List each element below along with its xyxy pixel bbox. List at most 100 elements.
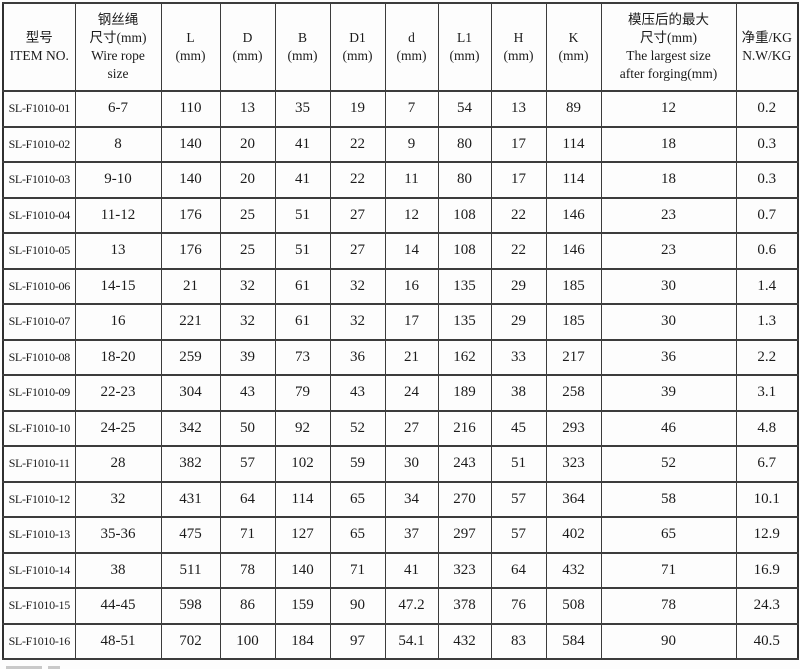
header-line: H: [513, 30, 524, 46]
cell-D: 50: [219, 409, 276, 447]
cell-forging: 46: [600, 409, 737, 447]
table-body: SL-F1010-01 6-7 110 13 35 19 7 54 13 89 12 0.2 SL-F1…: [2, 90, 799, 660]
spec-table: 型号 ITEM NO. 钢丝绳 尺寸(mm) Wire rope size L (mm) D (m…: [2, 2, 799, 660]
table-row: SL-F1010-10 24-25 342 50 92 52 27 216 45 293 46 4.8: [2, 409, 799, 447]
cell-wire_rope: 32: [74, 480, 162, 518]
cell-L: 475: [160, 516, 221, 554]
column-header-item_no: 型号 ITEM NO.: [2, 2, 76, 92]
table-row: SL-F1010-06 14-15 21 32 61 32 16 135 29 185 30 1.4: [2, 267, 799, 305]
cell-D1: 22: [329, 161, 386, 199]
cell-wire_rope: 22-23: [74, 374, 162, 412]
cell-wire_rope: 6-7: [74, 90, 162, 128]
cell-item_no: SL-F1010-13: [2, 516, 76, 554]
cell-K: 114: [545, 161, 602, 199]
cell-net_weight: 1.3: [735, 303, 799, 341]
cell-item_no: SL-F1010-07: [2, 303, 76, 341]
cell-forging: 65: [600, 516, 737, 554]
cell-D1: 36: [329, 338, 386, 376]
cell-wire_rope: 9-10: [74, 161, 162, 199]
cell-d: 54.1: [384, 622, 439, 660]
cell-B: 114: [274, 480, 331, 518]
cell-d: 24: [384, 374, 439, 412]
cell-D: 20: [219, 125, 276, 163]
cell-forging: 58: [600, 480, 737, 518]
table-row: SL-F1010-09 22-23 304 43 79 43 24 189 38 258 39 3.1: [2, 374, 799, 412]
cell-D1: 19: [329, 90, 386, 128]
cell-D1: 43: [329, 374, 386, 412]
cell-net_weight: 0.2: [735, 90, 799, 128]
header-line: ITEM NO.: [9, 48, 69, 63]
header-line: after forging(mm): [619, 65, 718, 81]
table-header-row: 型号 ITEM NO. 钢丝绳 尺寸(mm) Wire rope size L (mm) D (m…: [2, 2, 799, 92]
cell-K: 508: [545, 587, 602, 625]
cell-B: 102: [274, 445, 331, 483]
cell-B: 35: [274, 90, 331, 128]
cell-D1: 27: [329, 196, 386, 234]
cell-K: 89: [545, 90, 602, 128]
column-header-forging: 模压后的最大 尺寸(mm) The largest size after forgin…: [600, 2, 737, 92]
cell-item_no: SL-F1010-02: [2, 125, 76, 163]
cell-L: 259: [160, 338, 221, 376]
cell-net_weight: 40.5: [735, 622, 799, 660]
cell-wire_rope: 48-51: [74, 622, 162, 660]
cell-net_weight: 1.4: [735, 267, 799, 305]
table-row: SL-F1010-08 18-20 259 39 73 36 21 162 33 217 36 2.2: [2, 338, 799, 376]
cell-D: 57: [219, 445, 276, 483]
column-header-L1: L1 (mm): [437, 2, 492, 92]
header-line: L1: [457, 30, 472, 46]
cell-L: 598: [160, 587, 221, 625]
cell-B: 79: [274, 374, 331, 412]
cell-L: 21: [160, 267, 221, 305]
cell-net_weight: 0.7: [735, 196, 799, 234]
cell-L1: 162: [437, 338, 492, 376]
cell-L: 511: [160, 551, 221, 589]
cell-L1: 80: [437, 125, 492, 163]
column-header-d: d (mm): [384, 2, 439, 92]
cell-net_weight: 24.3: [735, 587, 799, 625]
cell-L: 140: [160, 125, 221, 163]
cell-B: 92: [274, 409, 331, 447]
cell-B: 127: [274, 516, 331, 554]
cell-D: 39: [219, 338, 276, 376]
cell-K: 364: [545, 480, 602, 518]
cell-forging: 52: [600, 445, 737, 483]
cell-D1: 97: [329, 622, 386, 660]
header-line: Wire rope: [91, 48, 145, 63]
cell-item_no: SL-F1010-12: [2, 480, 76, 518]
cell-forging: 23: [600, 232, 737, 270]
cell-item_no: SL-F1010-10: [2, 409, 76, 447]
cell-D: 25: [219, 196, 276, 234]
cell-d: 21: [384, 338, 439, 376]
cell-net_weight: 4.8: [735, 409, 799, 447]
cell-L1: 108: [437, 196, 492, 234]
cell-D: 25: [219, 232, 276, 270]
cell-wire_rope: 16: [74, 303, 162, 341]
table-row: SL-F1010-04 11-12 176 25 51 27 12 108 22 146 23 0.7: [2, 196, 799, 234]
cell-L: 342: [160, 409, 221, 447]
cell-L1: 135: [437, 303, 492, 341]
column-header-D: D (mm): [219, 2, 276, 92]
column-header-B: B (mm): [274, 2, 331, 92]
cell-forging: 23: [600, 196, 737, 234]
cell-D: 13: [219, 90, 276, 128]
cell-forging: 71: [600, 551, 737, 589]
cell-net_weight: 2.2: [735, 338, 799, 376]
cell-net_weight: 0.3: [735, 161, 799, 199]
header-line: 净重/KG: [741, 30, 792, 46]
cell-L: 110: [160, 90, 221, 128]
cell-forging: 39: [600, 374, 737, 412]
cell-L: 176: [160, 232, 221, 270]
cell-H: 51: [490, 445, 547, 483]
cell-H: 29: [490, 267, 547, 305]
header-line: 尺寸(mm): [89, 30, 147, 46]
cropped-row-fragment: [48, 666, 60, 669]
cell-L: 140: [160, 161, 221, 199]
cell-item_no: SL-F1010-09: [2, 374, 76, 412]
cell-wire_rope: 38: [74, 551, 162, 589]
cell-item_no: SL-F1010-03: [2, 161, 76, 199]
table-row: SL-F1010-11 28 382 57 102 59 30 243 51 323 52 6.7: [2, 445, 799, 483]
cell-L1: 189: [437, 374, 492, 412]
cell-D: 100: [219, 622, 276, 660]
cell-item_no: SL-F1010-06: [2, 267, 76, 305]
cell-forging: 90: [600, 622, 737, 660]
